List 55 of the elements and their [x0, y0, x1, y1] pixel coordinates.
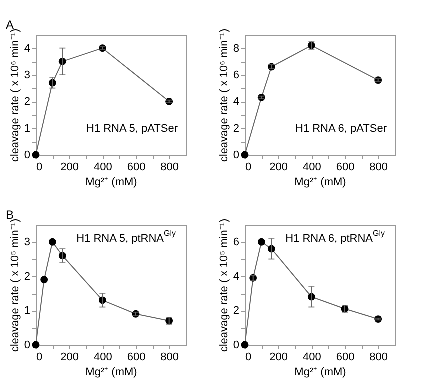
y-tick-label: 4 — [24, 42, 30, 55]
x-tick-label: 600 — [127, 352, 146, 364]
y-axis-title: cleavage rate ( x 10⁶ min⁻¹) — [218, 28, 230, 162]
x-tick-label: 0 — [36, 352, 43, 364]
x-axis-title: Mg²⁺ (mM) — [294, 366, 346, 378]
point — [48, 238, 56, 246]
y-tick-label: 6 — [233, 236, 240, 249]
point — [241, 151, 249, 159]
y-tick-label: 0 — [24, 340, 30, 352]
y-tick-label: 4 — [233, 270, 240, 283]
y-tick-label: 8 — [233, 42, 240, 55]
x-tick-label: 200 — [60, 352, 80, 364]
x-tick-label: 400 — [302, 352, 322, 364]
x-tick-label: 800 — [160, 352, 180, 364]
y-tick-label: 0 — [233, 340, 240, 352]
x-tick-label: 400 — [94, 352, 112, 364]
x-tick-label: 600 — [127, 162, 146, 174]
y-tick-label: 0 — [24, 150, 30, 162]
x-tick-label: 800 — [370, 162, 388, 174]
x-tick-label: 800 — [370, 352, 388, 364]
x-tick-label: 800 — [160, 162, 180, 174]
y-tick-label: 2 — [233, 122, 240, 135]
annotation: H1 RNA 5, pATSer — [86, 123, 178, 135]
y-tick-label: 2 — [24, 270, 30, 283]
annotation: H1 RNA 6, pATSer — [296, 123, 388, 135]
point — [258, 238, 266, 246]
y-tick-label: 3 — [24, 70, 30, 82]
y-tick-label: 4 — [233, 96, 240, 108]
y-tick-label: 1 — [24, 305, 30, 318]
point — [32, 151, 40, 159]
y-tick-label: 3 — [24, 236, 30, 249]
y-tick-label: 1 — [24, 122, 30, 135]
y-axis-title: cleavage rate ( x 10⁶ min⁻¹) — [9, 28, 22, 162]
x-axis-title: Mg²⁺ (mM) — [294, 176, 346, 188]
y-axis-title: cleavage rate ( x 10⁵ min⁻¹) — [218, 218, 230, 352]
y-tick-label: 6 — [233, 70, 240, 82]
x-tick-label: 0 — [36, 162, 43, 174]
x-tick-label: 400 — [94, 162, 112, 174]
x-tick-label: 200 — [60, 162, 80, 174]
x-tick-label: 200 — [270, 352, 288, 364]
x-tick-label: 600 — [336, 162, 355, 174]
y-tick-label: 2 — [233, 305, 240, 318]
x-tick-label: 0 — [246, 352, 252, 364]
point — [241, 341, 249, 349]
x-axis-title: Mg²⁺ (mM) — [86, 366, 138, 378]
x-tick-label: 200 — [270, 162, 288, 174]
x-axis-title: Mg²⁺ (mM) — [86, 176, 138, 188]
y-tick-label: 2 — [24, 96, 30, 108]
x-tick-label: 600 — [336, 352, 355, 364]
y-tick-label: 0 — [233, 150, 240, 162]
point — [32, 341, 40, 349]
x-tick-label: 0 — [246, 162, 252, 174]
y-axis-title: cleavage rate ( x 10⁵ min⁻¹) — [9, 218, 22, 352]
x-tick-label: 400 — [302, 162, 322, 174]
point — [40, 276, 48, 284]
